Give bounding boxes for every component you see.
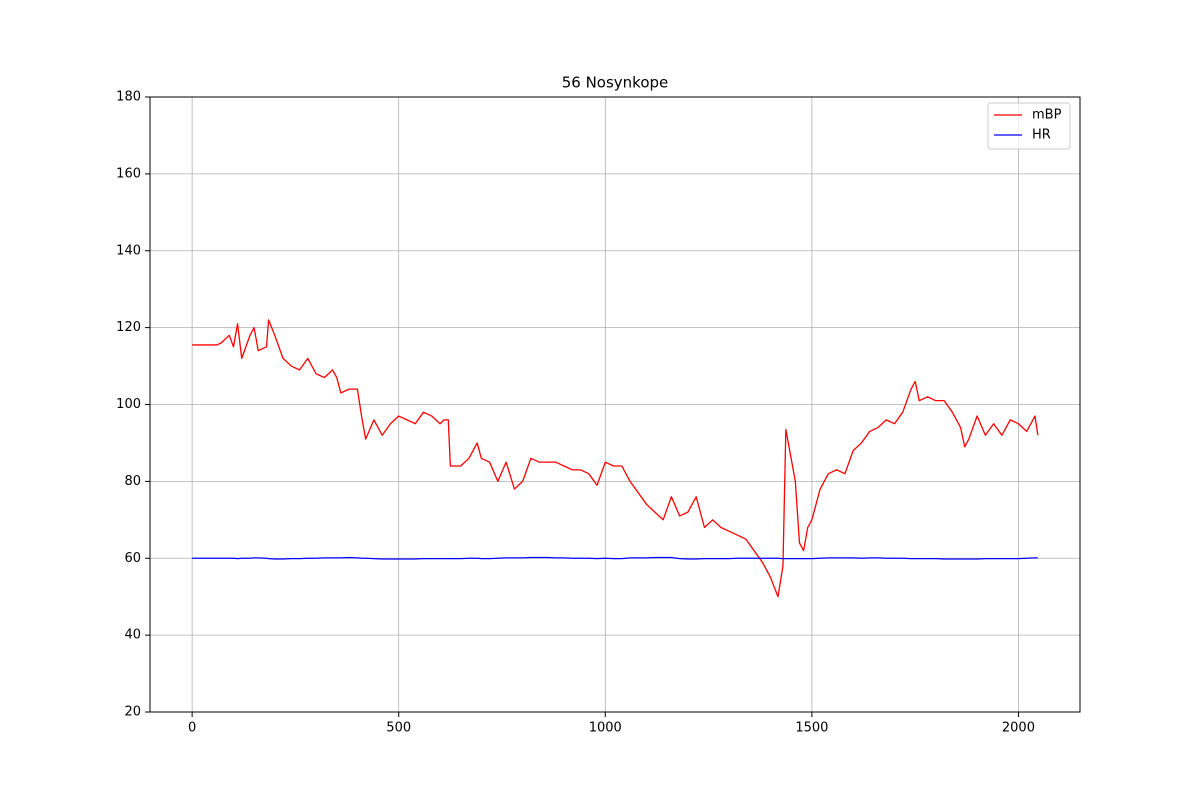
x-tick-label: 0: [188, 721, 196, 736]
data-line: [192, 319, 1039, 598]
y-tick-label: 60: [124, 551, 141, 566]
y-tick-label: 160: [116, 166, 141, 181]
legend-label: HR: [1032, 128, 1051, 143]
chart-title: 56 Nosynkope: [562, 74, 669, 92]
y-tick-label: 180: [116, 90, 141, 105]
legend: mBP HR: [987, 102, 1071, 150]
x-tick-label: 2000: [1002, 721, 1035, 736]
y-tick-label: 20: [124, 705, 141, 720]
x-tick-label: 500: [386, 721, 411, 736]
y-tick-label: 80: [124, 474, 141, 489]
plot-frame: [149, 96, 1081, 713]
y-tick-label: 40: [124, 628, 141, 643]
y-tick-label: 140: [116, 243, 141, 258]
y-tick-label: 100: [116, 397, 141, 412]
x-tick-label: 1500: [795, 721, 828, 736]
x-tick-label: 1000: [589, 721, 622, 736]
legend-label: mBP: [1032, 108, 1062, 123]
y-tick-label: 120: [116, 320, 141, 335]
data-line: [192, 556, 1038, 560]
